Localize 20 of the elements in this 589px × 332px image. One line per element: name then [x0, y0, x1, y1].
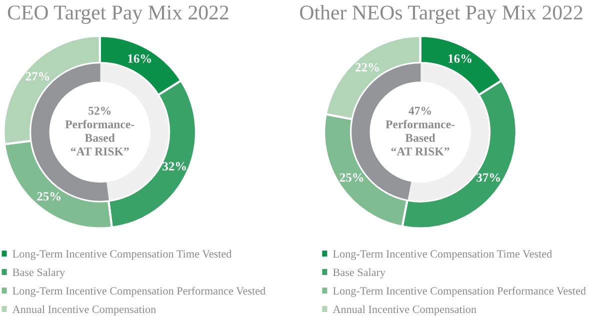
legend-label: Annual Incentive Compensation — [12, 305, 156, 316]
data-label: 27% — [26, 72, 50, 81]
chart-title: CEO Target Pay Mix 2022 — [8, 6, 228, 24]
data-label: 22% — [356, 63, 379, 72]
legend-label: Long-Term Incentive Compensation Performance Vested — [333, 286, 586, 297]
legend-label: Base Salary — [12, 268, 66, 278]
data-label: 25% — [340, 173, 364, 182]
legend-label: Long-Term Incentive Compensation Time Vested — [12, 250, 232, 260]
chart-title: Other NEOs Target Pay Mix 2022 — [300, 4, 582, 24]
data-label: 16% — [128, 54, 151, 63]
legend-label: Long-Term Incentive Compensation Performance Vested — [12, 286, 266, 297]
data-label: 37% — [476, 173, 500, 182]
legend-label: Annual Incentive Compensation — [332, 305, 476, 316]
data-label: 25% — [37, 192, 60, 201]
text: 52% Performance- Based “AT RISK” — [65, 106, 134, 156]
text: 47% Performance- Based “AT RISK” — [386, 106, 455, 156]
legend-label: Long-Term Incentive Compensation Time Vested — [333, 250, 552, 260]
data-label: 32% — [162, 162, 186, 171]
data-label: 16% — [448, 54, 472, 63]
legend-label: Base Salary — [333, 268, 386, 278]
